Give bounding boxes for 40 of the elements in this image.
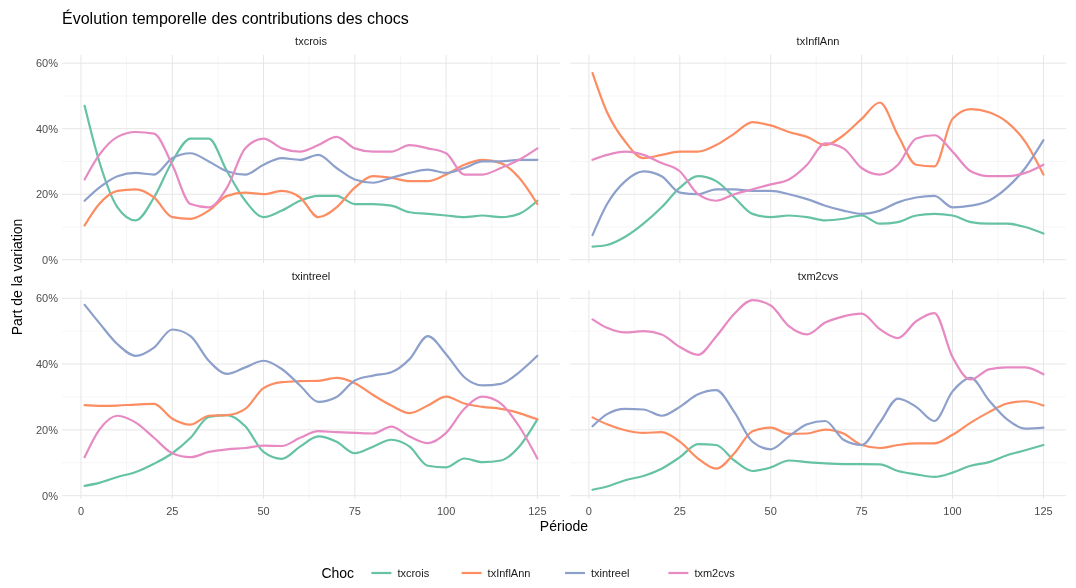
y-tick-label: 20% <box>35 423 59 436</box>
line-series <box>83 376 539 426</box>
line-series <box>83 152 539 202</box>
line-series <box>83 395 539 460</box>
chart-title: txcrois <box>295 35 328 47</box>
line-series <box>83 130 539 209</box>
line-series <box>83 104 539 222</box>
x-tick-label: 50 <box>257 505 270 517</box>
y-tick-label: 20% <box>35 188 59 201</box>
y-tick-label: 60% <box>35 292 59 305</box>
y-tick-label: 40% <box>35 122 59 135</box>
legend-label: txintreel <box>591 566 630 579</box>
x-tick-label: 0 <box>585 505 592 517</box>
legend-label: txInflAnn <box>487 566 531 579</box>
chart-title: txInflAnn <box>796 35 840 47</box>
chart-title: txintreel <box>291 270 331 282</box>
x-tick-label: 75 <box>855 505 868 517</box>
y-axis-title: Part de la variation <box>9 218 25 336</box>
x-tick-label: 25 <box>166 505 179 517</box>
line-series <box>83 158 539 227</box>
y-tick-label: 60% <box>35 57 59 70</box>
x-tick-label: 0 <box>77 505 85 517</box>
x-tick-label: 100 <box>943 505 962 517</box>
x-tick-label: 125 <box>528 505 547 517</box>
text: Évolution temporelle des contributions des chocs <box>62 9 409 27</box>
x-tick-label: 75 <box>348 505 361 517</box>
x-tick-label: 125 <box>1034 505 1053 517</box>
legend-label: txm2cvs <box>694 566 736 579</box>
line-series <box>83 413 539 487</box>
line-series <box>83 303 539 404</box>
x-tick-label: 25 <box>673 505 686 517</box>
x-tick-label: 50 <box>764 505 777 517</box>
x-axis-title: Période <box>539 518 589 534</box>
y-tick-label: 0% <box>42 253 59 266</box>
legend-title: Choc <box>321 564 355 581</box>
legend-label: txcrois <box>397 566 430 579</box>
y-tick-label: 40% <box>35 357 59 370</box>
x-tick-label: 100 <box>436 505 456 517</box>
y-tick-label: 0% <box>42 489 59 502</box>
chart-title: txm2cvs <box>797 270 839 282</box>
